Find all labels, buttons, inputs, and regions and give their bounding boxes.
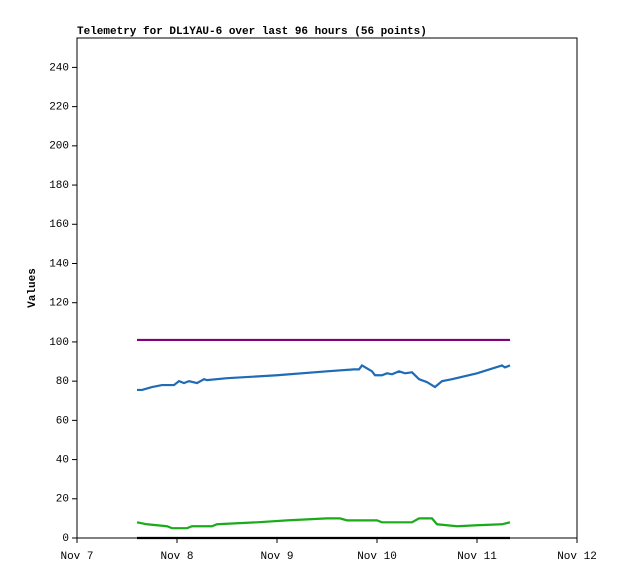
y-tick-label: 0: [62, 533, 69, 545]
y-tick-label: 20: [56, 494, 69, 506]
y-tick-label: 180: [49, 180, 69, 192]
y-tick-label: 240: [49, 62, 69, 74]
series-line: [136, 517, 511, 530]
series-line: [137, 364, 511, 392]
x-tick-label: Nov 11: [457, 551, 497, 563]
y-axis-label: Values: [27, 268, 39, 308]
y-tick-label: 60: [56, 415, 69, 427]
x-tick-label: Nov 12: [557, 551, 597, 563]
plot-frame: [76, 37, 578, 539]
x-tick-label: Nov 10: [357, 551, 397, 563]
y-tick-label: 200: [49, 141, 69, 153]
y-tick-label: 220: [49, 102, 69, 114]
y-tick-label: 140: [49, 258, 69, 270]
x-tick-label: Nov 7: [60, 551, 93, 563]
chart-title: Telemetry for DL1YAU-6 over last 96 hour…: [77, 26, 427, 38]
x-tick-label: Nov 9: [260, 551, 293, 563]
y-tick-label: 40: [56, 454, 69, 466]
y-tick-label: 120: [49, 298, 69, 310]
y-tick-label: 100: [49, 337, 69, 349]
x-tick-label: Nov 8: [160, 551, 193, 563]
y-tick-label: 160: [49, 219, 69, 231]
y-tick-label: 80: [56, 376, 69, 388]
